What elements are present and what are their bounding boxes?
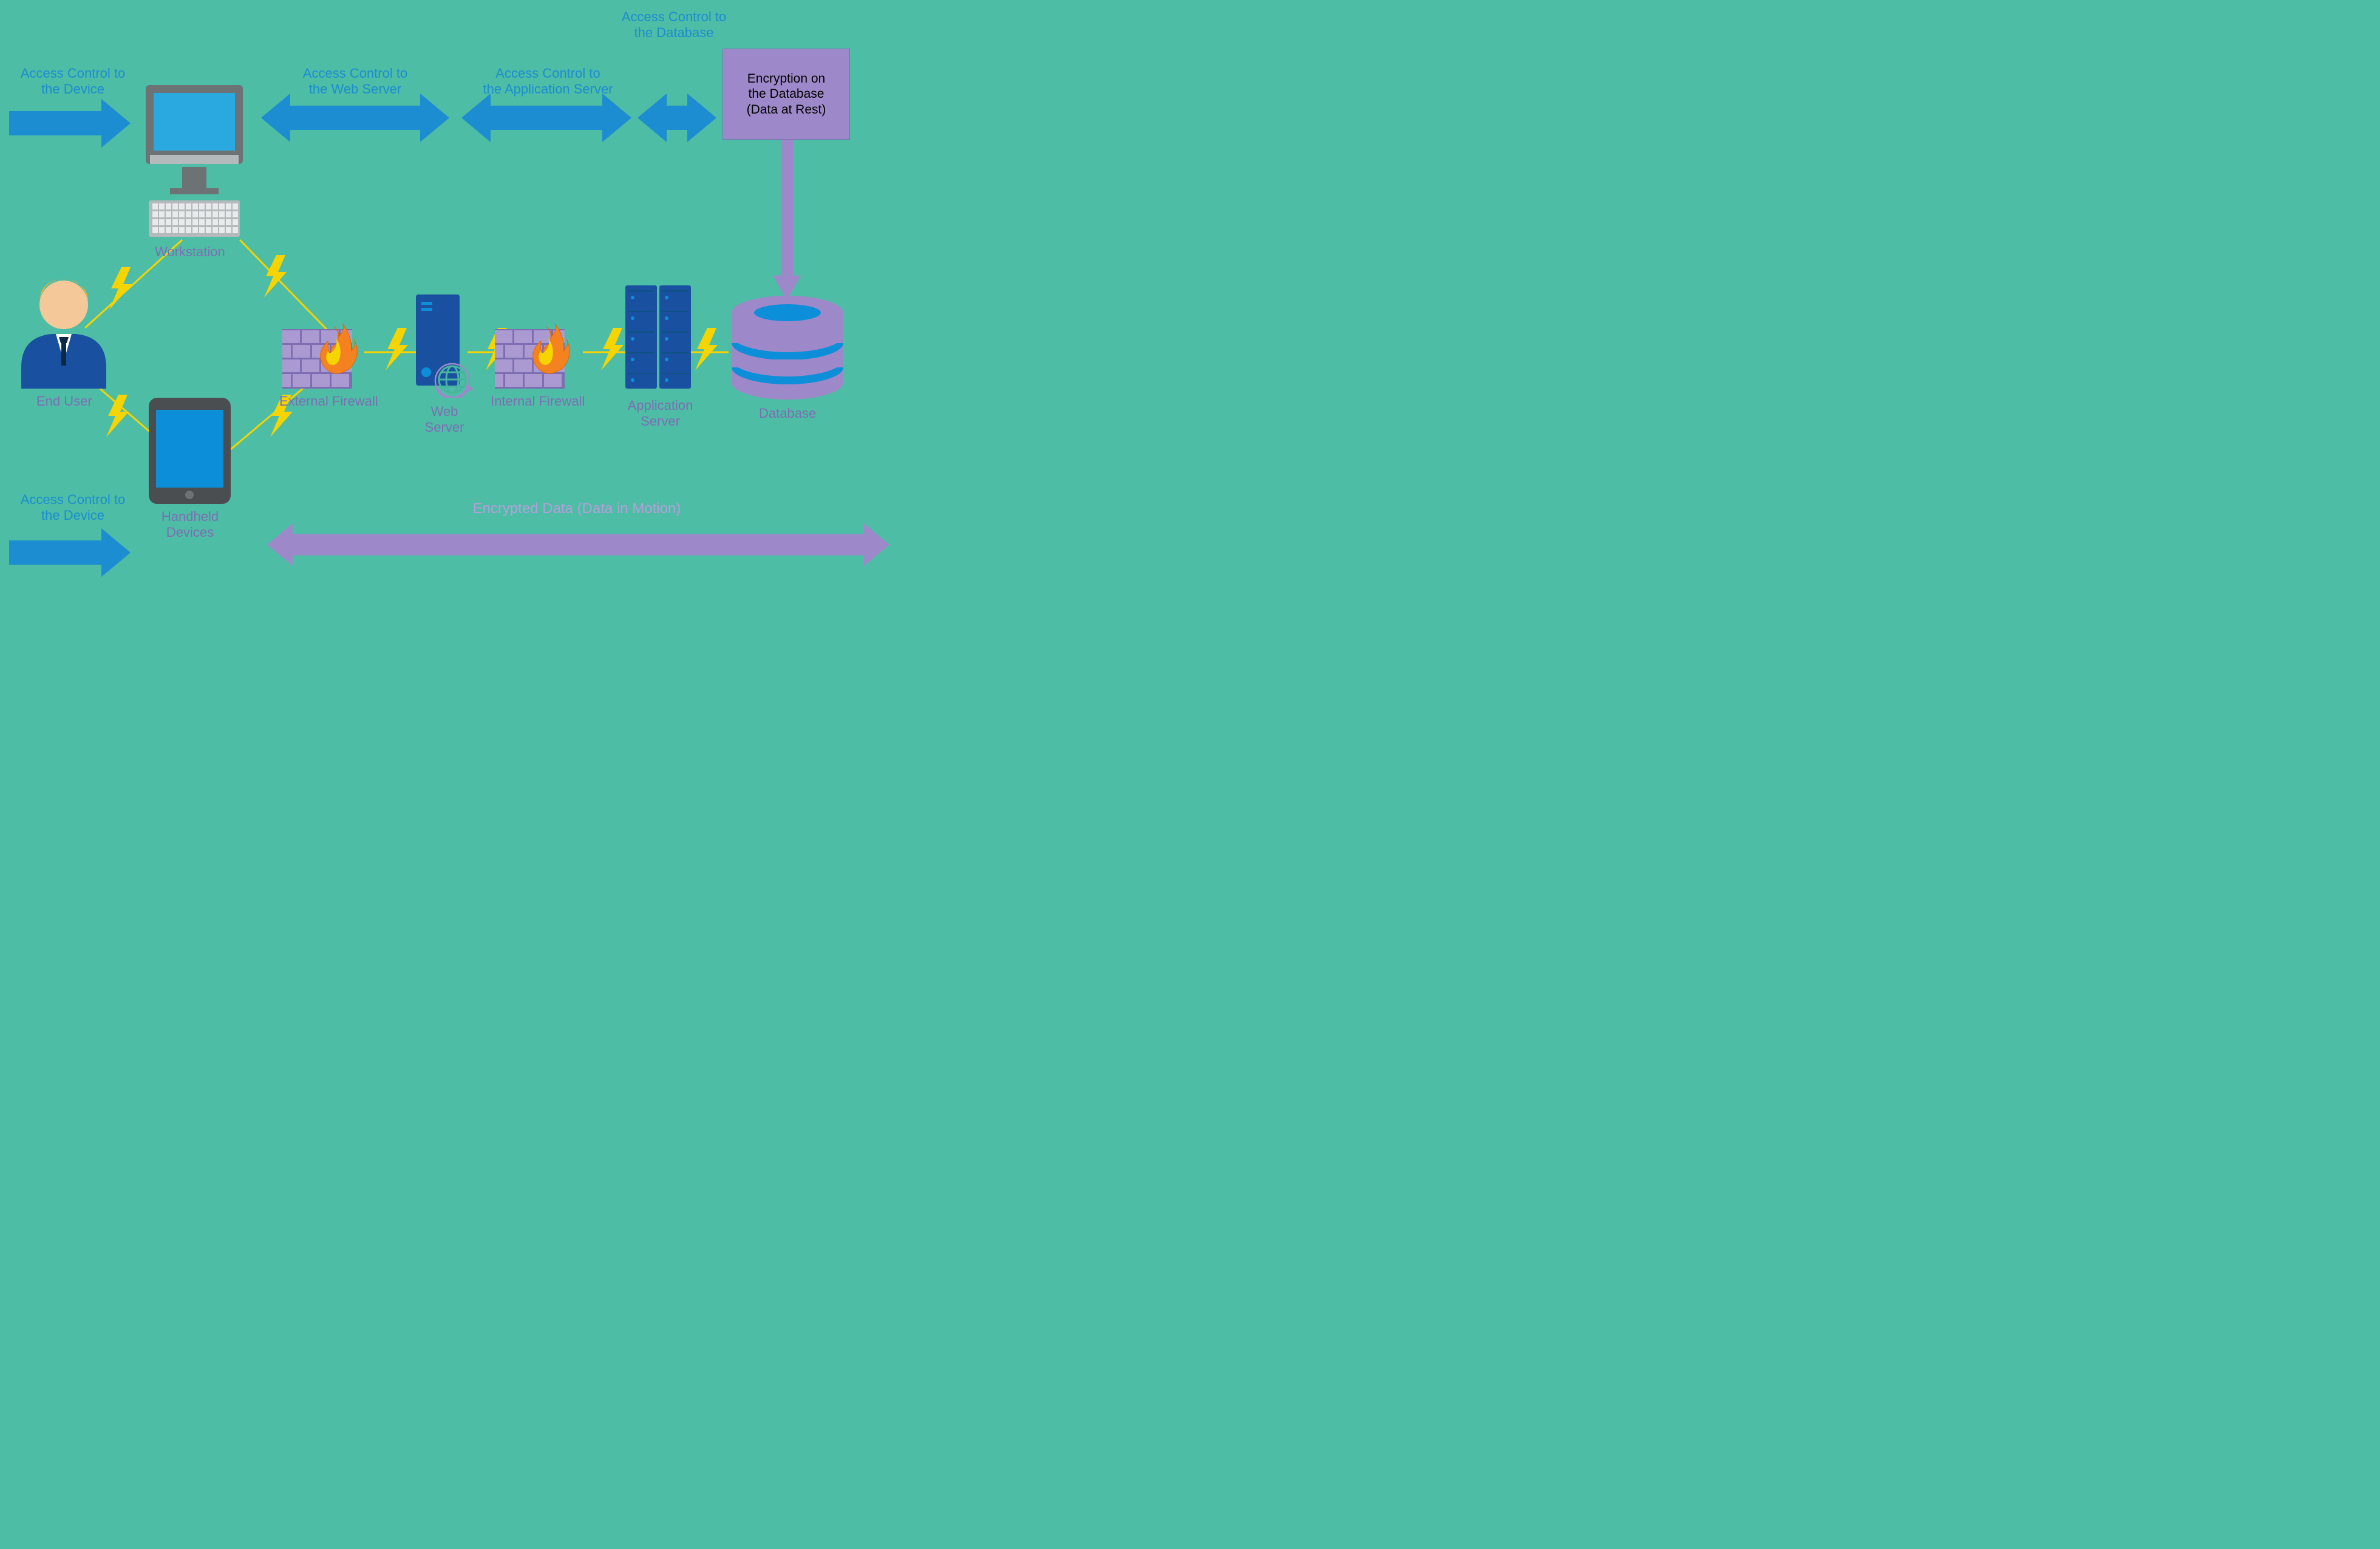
lightning-icon (382, 328, 413, 376)
workstation-icon (137, 82, 252, 240)
webserver-icon (413, 294, 474, 398)
appserver-icon (625, 285, 692, 392)
encryption-box-label: Encryption on the Database (Data at Rest… (747, 71, 826, 117)
arrow-device1 (9, 99, 131, 148)
device2-label: Access Control to the Device (9, 492, 137, 524)
enduser-icon (18, 273, 109, 389)
db-label: Database (759, 406, 816, 421)
arrow-device2 (9, 528, 131, 577)
device1-label: Access Control to the Device (9, 66, 137, 98)
lightning-icon (106, 267, 137, 316)
webserver-label: Web Server (414, 404, 475, 436)
webserver-ac-label: Access Control to the Web Server (285, 66, 425, 98)
appserver-label: Application Server (625, 398, 695, 430)
int-fw-label: Internal Firewall (491, 393, 585, 409)
lightning-icon (598, 328, 628, 376)
arrow-motion (267, 523, 889, 566)
enduser-label: End User (36, 393, 92, 409)
internal-firewall-icon (495, 322, 580, 389)
ext-fw-label: External Firewall (279, 393, 378, 409)
arrow-db_down (773, 137, 801, 301)
encryption-box: Encryption on the Database (Data at Rest… (722, 49, 850, 140)
appserver-ac-label: Access Control to the Application Server (480, 66, 616, 98)
lightning-icon (261, 255, 291, 304)
arrow-webserver (261, 94, 449, 142)
handheld-icon (149, 398, 231, 504)
db-ac-label: Access Control to the Database (610, 9, 738, 41)
database-icon (729, 294, 847, 401)
handheld-label: Handheld Devices (157, 509, 223, 541)
motion-label: Encrypted Data (Data in Motion) (389, 500, 765, 518)
external-firewall-icon (282, 322, 367, 389)
arrow-database (638, 94, 716, 142)
arrow-appserver (461, 94, 631, 142)
workstation-label: Workstation (155, 244, 225, 260)
lightning-icon (692, 328, 722, 376)
lightning-icon (103, 395, 134, 443)
